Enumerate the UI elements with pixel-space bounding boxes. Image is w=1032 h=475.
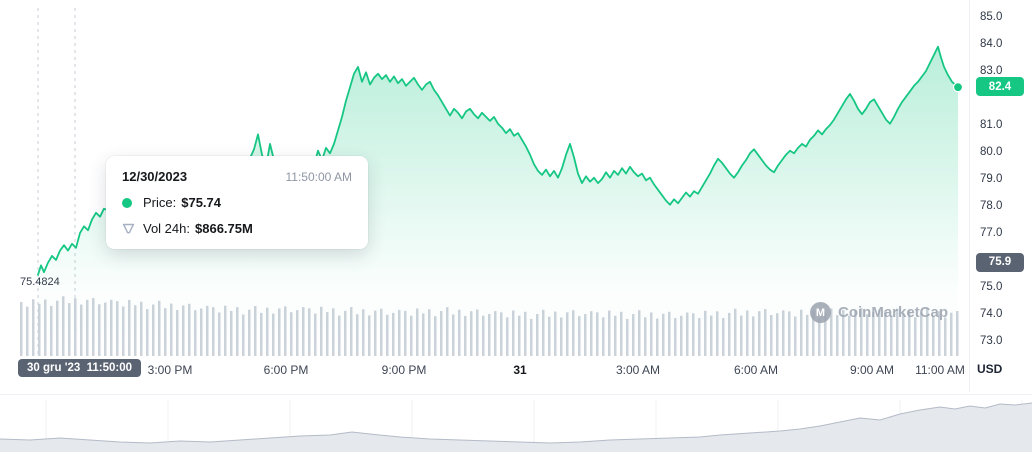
x-axis-label: 31: [513, 363, 527, 377]
tooltip-time: 11:50:00 AM: [285, 170, 353, 184]
y-axis-label: 85.0: [980, 11, 1003, 23]
currency-label: USD: [977, 362, 1003, 376]
current-price-badge: 82.4: [976, 77, 1024, 97]
y-axis-label: 81.0: [980, 119, 1003, 131]
navigator-line: [0, 402, 1032, 444]
watermark-text: CoinMarketCap: [838, 304, 949, 321]
x-axis-label: 11:00 AM: [915, 363, 965, 377]
tooltip-price-label: Price:: [143, 195, 177, 210]
crosshair-date-badge: 30 gru '23 11:50:00: [18, 359, 142, 377]
y-axis-label: 78.0: [980, 200, 1003, 212]
x-axis-label: 9:00 AM: [849, 363, 895, 377]
y-axis-label: 75.0: [980, 281, 1003, 293]
y-axis-label: 84.0: [980, 38, 1003, 50]
main-chart-area[interactable]: [0, 0, 969, 392]
tooltip-vol-label: Vol 24h:: [143, 221, 190, 236]
y-axis-label: 74.0: [980, 308, 1003, 320]
coinmarketcap-watermark: M CoinMarketCap: [810, 302, 948, 323]
chart-tooltip: 12/30/2023 11:50:00 AM Price: $75.74 Vol…: [106, 156, 368, 249]
y-axis-label: 79.0: [980, 173, 1003, 185]
low-price-badge: 75.9: [976, 252, 1024, 272]
y-axis-label: 77.0: [980, 227, 1003, 239]
y-axis-label: 83.0: [980, 65, 1003, 77]
volume-icon: [122, 223, 136, 234]
x-axis-label: 6:00 PM: [263, 363, 309, 377]
y-axis-label: 73.0: [980, 335, 1003, 347]
axis-separator: [969, 0, 970, 392]
navigator-separator: [0, 394, 1032, 395]
main-chart-svg: [20, 8, 964, 356]
x-axis-label: 3:00 PM: [147, 363, 193, 377]
price-dot-icon: [122, 197, 136, 208]
open-price-label: 75.4824: [20, 276, 60, 288]
last-price-marker: [952, 82, 964, 93]
x-axis-label: 3:00 AM: [615, 363, 661, 377]
navigator-svg: [0, 400, 1032, 452]
navigator-area: [0, 403, 1032, 452]
x-axis-label: 6:00 AM: [733, 363, 779, 377]
coinmarketcap-logo-icon: M: [810, 302, 831, 323]
x-axis-label: 9:00 PM: [381, 363, 427, 377]
price-area: [38, 46, 958, 356]
tooltip-price-value: $75.74: [181, 195, 221, 210]
tooltip-vol-value: $866.75M: [195, 221, 253, 236]
y-axis-label: 80.0: [980, 146, 1003, 158]
date-range-navigator[interactable]: 9JunJulAugSepOctNovDec19: [0, 396, 1032, 475]
tooltip-date: 12/30/2023: [122, 169, 188, 184]
